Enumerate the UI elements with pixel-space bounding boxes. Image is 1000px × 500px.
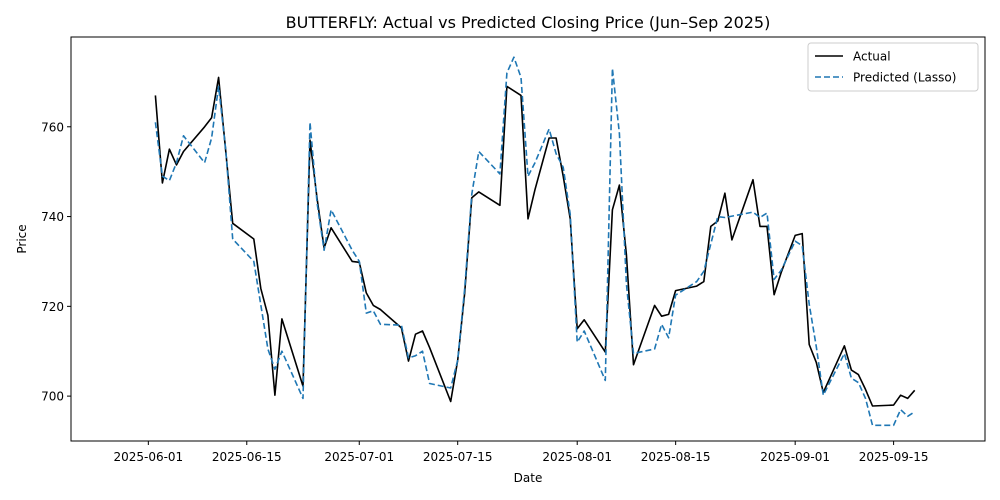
y-tick-label: 720 bbox=[41, 300, 64, 314]
series-layer bbox=[154, 56, 916, 427]
legend-label-predicted: Predicted (Lasso) bbox=[853, 71, 956, 85]
series-line-predicted bbox=[154, 56, 916, 427]
x-tick-label: 2025-06-15 bbox=[212, 450, 282, 464]
chart-title: BUTTERFLY: Actual vs Predicted Closing P… bbox=[286, 13, 771, 32]
legend-box bbox=[807, 42, 979, 92]
legend: Actual Predicted (Lasso) bbox=[807, 42, 979, 92]
legend-label-actual: Actual bbox=[853, 50, 891, 64]
x-tick-label: 2025-07-01 bbox=[324, 450, 394, 464]
y-axis-label: Price bbox=[15, 224, 29, 253]
plot-frame bbox=[70, 36, 986, 442]
x-tick-label: 2025-08-15 bbox=[641, 450, 711, 464]
y-tick-label: 760 bbox=[41, 120, 64, 134]
x-axis-label: Date bbox=[514, 471, 543, 485]
x-tick-label: 2025-07-15 bbox=[423, 450, 493, 464]
x-tick-label: 2025-08-01 bbox=[542, 450, 612, 464]
y-tick-label: 700 bbox=[41, 390, 64, 404]
axis-layer: 2025-06-01 2025-06-15 2025-07-01 2025-07-15… bbox=[41, 120, 928, 464]
series-line-actual bbox=[154, 76, 916, 407]
x-tick-label: 2025-06-01 bbox=[113, 450, 183, 464]
x-tick-label: 2025-09-01 bbox=[760, 450, 830, 464]
y-tick-label: 740 bbox=[41, 210, 64, 224]
x-tick-label: 2025-09-15 bbox=[859, 450, 929, 464]
